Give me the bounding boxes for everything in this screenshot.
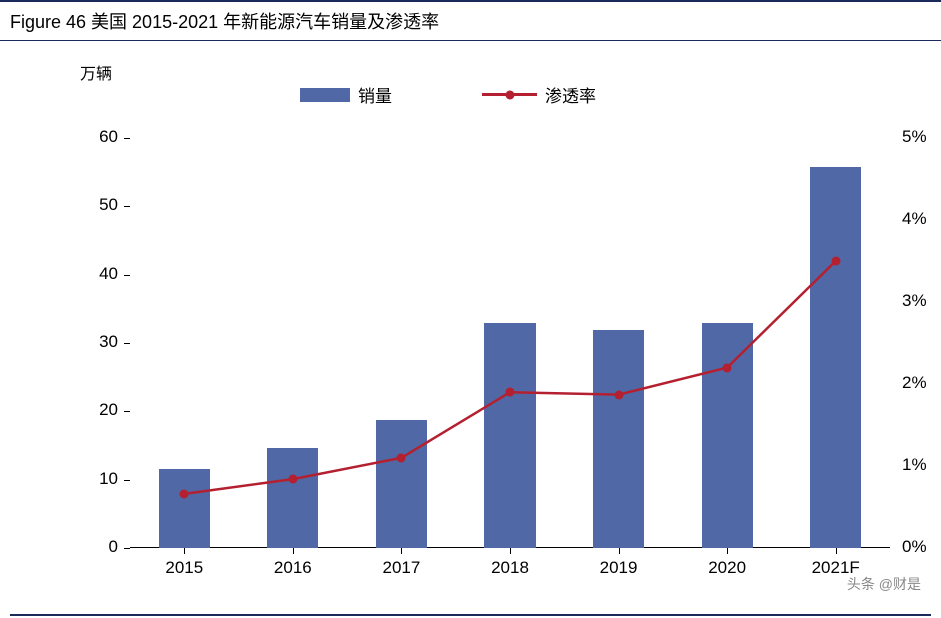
y-left-tick <box>124 548 130 549</box>
y-left-label: 60 <box>99 127 118 147</box>
legend-bar-swatch <box>300 88 350 102</box>
y-left-label: 40 <box>99 264 118 284</box>
x-tick <box>510 548 511 554</box>
y-left-label: 20 <box>99 400 118 420</box>
x-label: 2015 <box>149 558 219 578</box>
legend-line-item: 渗透率 <box>482 82 596 107</box>
line-marker <box>397 453 406 462</box>
legend-bar-label: 销量 <box>358 82 392 107</box>
x-tick <box>727 548 728 554</box>
x-tick <box>401 548 402 554</box>
x-label: 2017 <box>366 558 436 578</box>
y-left-label: 30 <box>99 332 118 352</box>
line-marker <box>614 390 623 399</box>
y-right-label: 0% <box>902 537 927 557</box>
legend: 销量 渗透率 <box>300 82 596 107</box>
line-series <box>184 261 835 494</box>
figure-title: Figure 46 美国 2015-2021 年新能源汽车销量及渗透率 <box>10 8 931 34</box>
line-marker <box>723 363 732 372</box>
x-label: 2020 <box>692 558 762 578</box>
y-left-label: 50 <box>99 195 118 215</box>
line-svg <box>130 138 890 548</box>
y-left-label: 0 <box>109 537 118 557</box>
line-marker <box>180 489 189 498</box>
y-left-label: 10 <box>99 469 118 489</box>
y-right-label: 2% <box>902 373 927 393</box>
x-label: 2016 <box>258 558 328 578</box>
y-axis-unit: 万辆 <box>80 60 112 84</box>
title-bar: Figure 46 美国 2015-2021 年新能源汽车销量及渗透率 <box>0 0 941 41</box>
figure-container: Figure 46 美国 2015-2021 年新能源汽车销量及渗透率 万辆 销… <box>0 0 941 618</box>
x-tick <box>293 548 294 554</box>
y-right-label: 5% <box>902 127 927 147</box>
x-label: 2018 <box>475 558 545 578</box>
line-marker <box>831 257 840 266</box>
chart-area: 万辆 销量 渗透率 01020304050600%1%2%3%4%5%20152… <box>50 50 921 608</box>
x-tick <box>836 548 837 554</box>
y-right-label: 3% <box>902 291 927 311</box>
x-label: 2019 <box>584 558 654 578</box>
y-right-label: 1% <box>902 455 927 475</box>
x-tick <box>619 548 620 554</box>
plot-area: 01020304050600%1%2%3%4%5%201520162017201… <box>130 138 890 548</box>
legend-bar-item: 销量 <box>300 82 392 107</box>
legend-line-swatch <box>482 93 537 96</box>
bottom-rule <box>10 614 931 616</box>
watermark: 头条 @财是 <box>847 574 921 594</box>
line-marker <box>288 475 297 484</box>
x-tick <box>184 548 185 554</box>
y-right-label: 4% <box>902 209 927 229</box>
legend-line-label: 渗透率 <box>545 82 596 107</box>
line-marker <box>506 388 515 397</box>
